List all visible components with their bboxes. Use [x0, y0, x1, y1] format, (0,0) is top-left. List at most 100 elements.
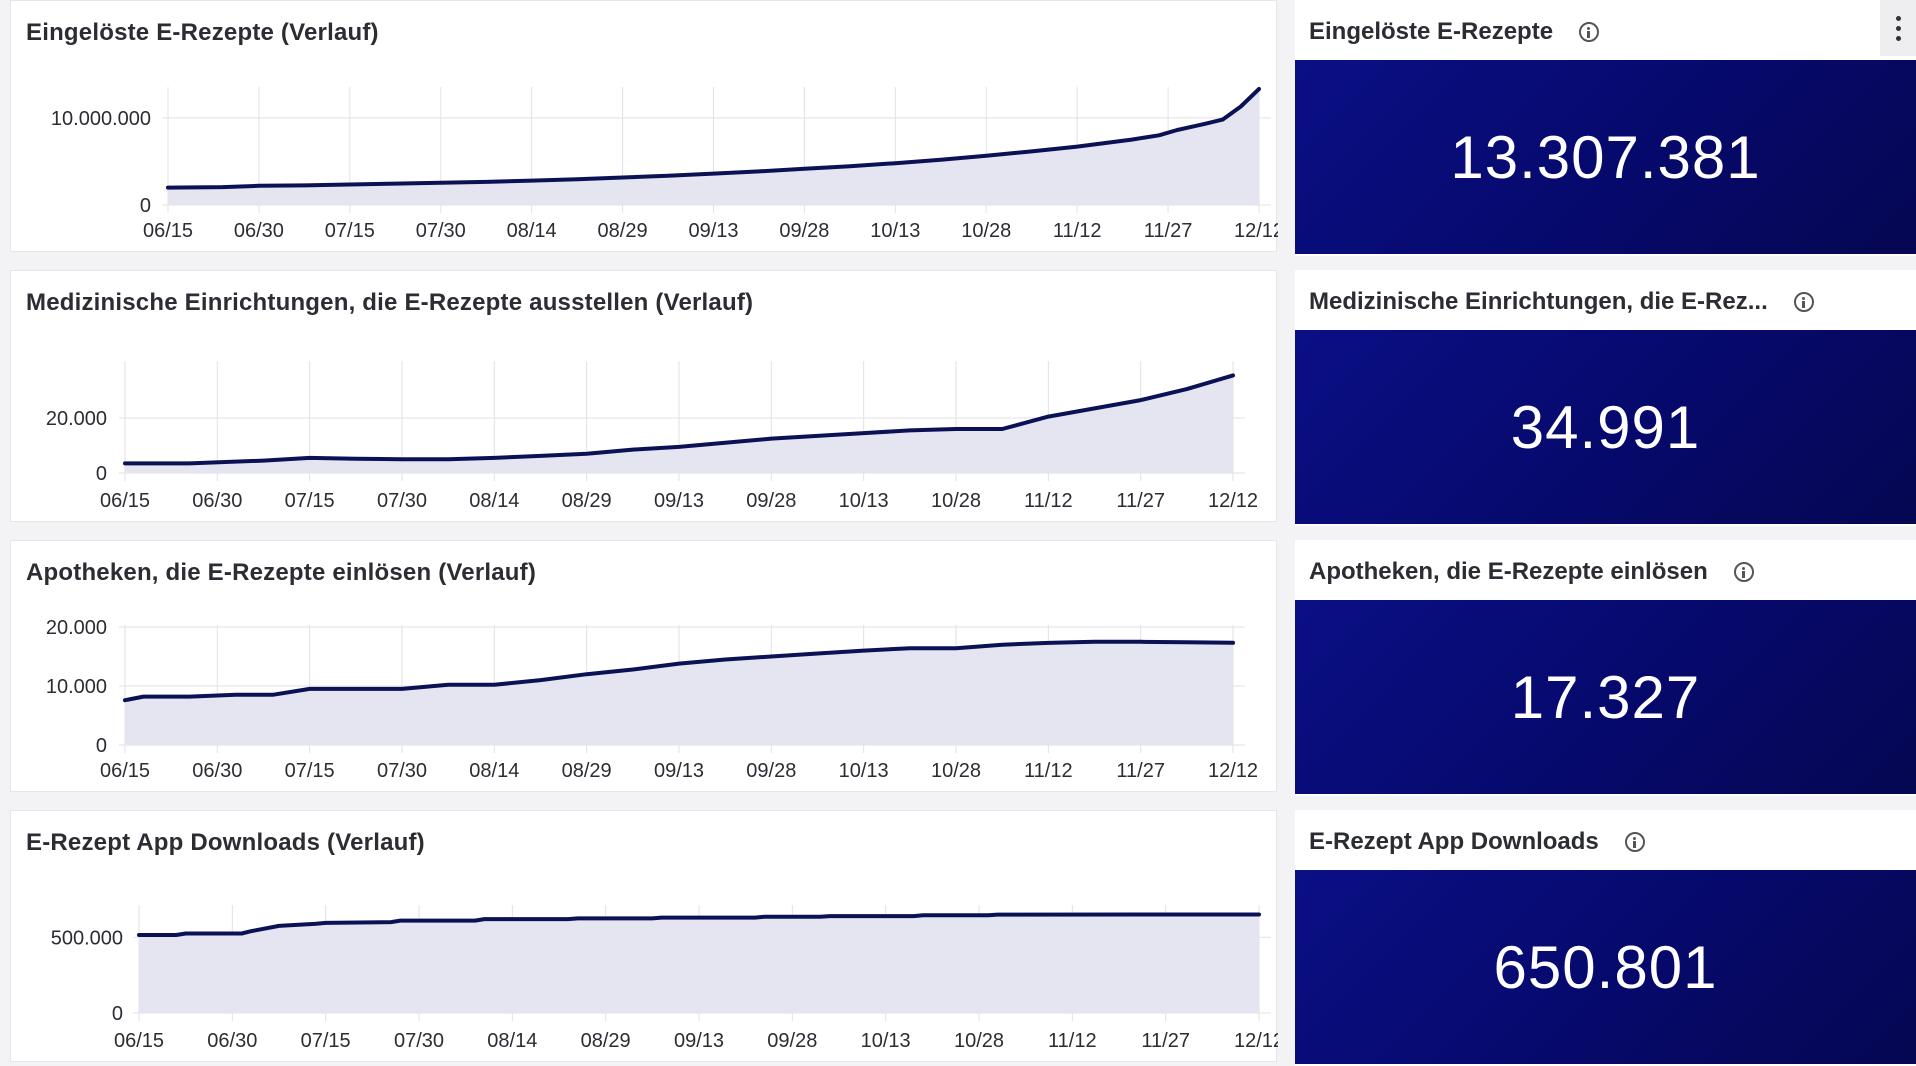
x-tick-label: 09/13 [674, 1030, 724, 1052]
kpi-value-box: 17.327 [1295, 600, 1916, 794]
x-tick-label: 06/30 [234, 220, 284, 242]
x-tick-label: 08/14 [469, 490, 519, 512]
kpi-value: 17.327 [1510, 663, 1701, 731]
chart-panel: Eingelöste E-Rezepte (Verlauf) 06/15 06/30… [10, 0, 1278, 252]
x-tick-label: 12/12 [1234, 220, 1278, 242]
x-tick-label: 10/28 [931, 760, 981, 782]
x-tick-label: 06/15 [100, 760, 150, 782]
chart-title: Apotheken, die E-Rezepte einlösen (Verla… [26, 559, 537, 586]
kpi-panel: Apotheken, die E-Rezepte einlösen 17.327 [1295, 540, 1916, 796]
series-line[interactable] [166, 87, 1261, 190]
kpi-value-box: 13.307.381 [1295, 60, 1916, 254]
x-tick-label: 10/28 [931, 490, 981, 512]
x-tick-label: 06/15 [100, 490, 150, 512]
x-tick-label: 10/28 [961, 220, 1011, 242]
x-tick-label: 10/28 [954, 1030, 1004, 1052]
x-tick-label: 06/30 [192, 760, 242, 782]
kpi-title: Medizinische Einrichtungen, die E-Rez... [1309, 288, 1856, 316]
kpi-panel: Eingelöste E-Rezepte 13.307.381 [1295, 0, 1916, 256]
chart-panel: E-Rezept App Downloads (Verlauf) 06/15 06/… [10, 810, 1278, 1062]
x-tick-label: 06/15 [143, 220, 193, 242]
chart-panel: Apotheken, die E-Rezepte einlösen (Verla… [10, 540, 1277, 792]
info-icon[interactable] [1624, 832, 1645, 852]
x-tick-label: 09/13 [654, 490, 704, 512]
y-tick-label: 0 [140, 195, 151, 217]
x-tick-label: 12/12 [1234, 1030, 1278, 1052]
kpi-value-box: 34.991 [1295, 330, 1916, 524]
chart-title: Medizinische Einrichtungen, die E-Rezept… [26, 289, 754, 316]
kpi-title: Eingelöste E-Rezepte [1309, 18, 1856, 46]
chart-svg: 06/15 06/30 07/15 07/30 08/14 08/29 09/13 09/28… [51, 905, 1278, 1052]
x-tick-label: 09/28 [746, 490, 796, 512]
x-tick-label: 07/15 [301, 1030, 351, 1052]
x-tick-label: 12/12 [1208, 490, 1258, 512]
y-tick-label: 0 [96, 735, 107, 757]
x-tick-label: 09/13 [654, 760, 704, 782]
kpi-title: E-Rezept App Downloads [1309, 828, 1856, 856]
x-tick-label: 09/28 [767, 1030, 817, 1052]
x-tick-label: 08/29 [562, 760, 612, 782]
x-tick-label: 09/13 [688, 220, 738, 242]
x-tick-label: 06/15 [114, 1030, 164, 1052]
y-tick-label: 20.000 [46, 617, 107, 639]
x-tick-label: 09/28 [746, 760, 796, 782]
chart-title: Eingelöste E-Rezepte (Verlauf) [26, 19, 379, 46]
dashboard-row: Eingelöste E-Rezepte (Verlauf) 06/15 06/30… [0, 0, 1916, 256]
kpi-value: 13.307.381 [1450, 123, 1761, 191]
dashboard-row: E-Rezept App Downloads (Verlauf) 06/15 06/… [0, 810, 1916, 1066]
x-tick-label: 09/28 [779, 220, 829, 242]
x-tick-label: 11/12 [1024, 760, 1073, 782]
x-tick-label: 07/30 [416, 220, 466, 242]
x-tick-label: 11/27 [1116, 760, 1165, 782]
chart-svg: 06/15 06/30 07/15 07/30 08/14 08/29 09/13 09/28… [46, 361, 1258, 512]
series-area [125, 375, 1233, 473]
series-line[interactable] [137, 912, 1261, 937]
chart-title: E-Rezept App Downloads (Verlauf) [26, 829, 425, 856]
series-line[interactable] [123, 373, 1235, 466]
x-tick-label: 08/14 [487, 1030, 537, 1052]
x-tick-label: 12/12 [1208, 760, 1258, 782]
chart-svg: 06/15 06/30 07/15 07/30 08/14 08/29 09/13 09/28… [46, 617, 1258, 782]
x-tick-label: 10/13 [861, 1030, 911, 1052]
chart-panel: Medizinische Einrichtungen, die E-Rezept… [10, 270, 1277, 522]
x-tick-label: 08/14 [469, 760, 519, 782]
x-tick-label: 07/15 [285, 760, 335, 782]
kpi-value-box: 650.801 [1295, 870, 1916, 1064]
x-tick-label: 08/29 [562, 490, 612, 512]
y-tick-label: 0 [96, 463, 107, 485]
y-tick-label: 10.000.000 [51, 108, 151, 130]
x-tick-label: 10/13 [839, 490, 889, 512]
x-tick-label: 10/13 [870, 220, 920, 242]
x-tick-label: 11/27 [1144, 220, 1193, 242]
series-line[interactable] [123, 639, 1235, 703]
series-area [125, 641, 1233, 745]
y-tick-label: 0 [112, 1003, 123, 1025]
kpi-panel: E-Rezept App Downloads 650.801 [1295, 810, 1916, 1066]
kpi-panel: Medizinische Einrichtungen, die E-Rez...… [1295, 270, 1916, 526]
x-tick-label: 08/29 [581, 1030, 631, 1052]
kpi-title-text: Apotheken, die E-Rezepte einlösen [1309, 558, 1708, 585]
x-tick-label: 06/30 [207, 1030, 257, 1052]
dashboard-row: Apotheken, die E-Rezepte einlösen (Verla… [0, 540, 1916, 796]
x-tick-label: 06/30 [192, 490, 242, 512]
series-area [168, 89, 1259, 205]
y-tick-label: 20.000 [46, 408, 107, 430]
y-tick-label: 500.000 [51, 927, 123, 949]
x-tick-label: 10/13 [839, 760, 889, 782]
x-tick-label: 07/30 [377, 760, 427, 782]
y-tick-label: 10.000 [46, 676, 107, 698]
dashboard-row: Medizinische Einrichtungen, die E-Rezept… [0, 270, 1916, 526]
info-icon[interactable] [1793, 292, 1814, 312]
info-icon[interactable] [1579, 22, 1600, 42]
more-menu-icon[interactable] [1880, 0, 1916, 56]
x-tick-label: 11/12 [1048, 1030, 1097, 1052]
info-icon[interactable] [1733, 562, 1754, 582]
x-tick-label: 07/30 [394, 1030, 444, 1052]
x-tick-label: 08/29 [598, 220, 648, 242]
kpi-title-text: Eingelöste E-Rezepte [1309, 18, 1554, 45]
kpi-title-text: E-Rezept App Downloads [1309, 828, 1599, 855]
kpi-title: Apotheken, die E-Rezepte einlösen [1309, 558, 1856, 586]
x-tick-label: 07/15 [325, 220, 375, 242]
x-tick-label: 07/15 [285, 490, 335, 512]
x-tick-label: 11/12 [1024, 490, 1073, 512]
